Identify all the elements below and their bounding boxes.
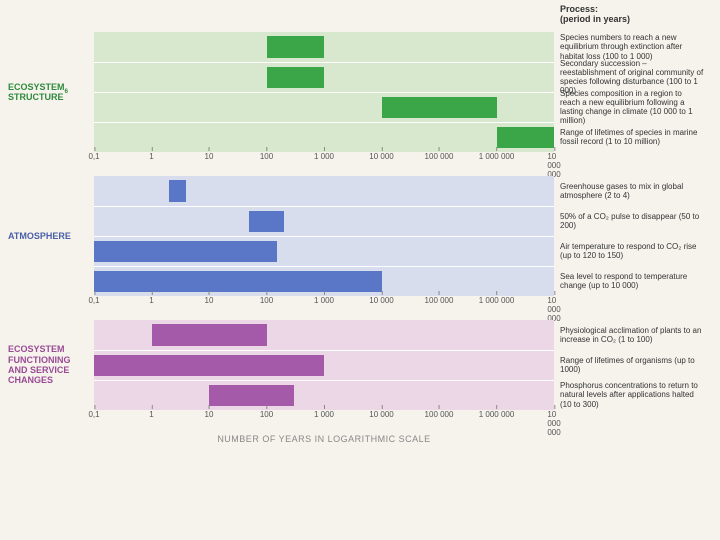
axis-tick: 10 000	[369, 296, 393, 305]
range-bar	[94, 241, 277, 262]
panel-label: ECOSYSTEMSTRUCTURE6	[8, 32, 94, 152]
chart-row	[94, 320, 554, 350]
row-description: Secondary succession – reestablishment o…	[560, 62, 704, 92]
row-description: Air temperature to respond to CO₂ rise (…	[560, 236, 704, 266]
panel-atmosphere: ATMOSPHERE Greenhouse gases to mix in glo…	[8, 176, 712, 314]
range-bar	[152, 324, 267, 346]
row-description: Greenhouse gases to mix in global atmosp…	[560, 176, 704, 206]
row-description: Range of lifetimes of species in marine …	[560, 122, 704, 152]
axis-tick: 100 000	[425, 410, 454, 419]
range-bar	[209, 385, 294, 406]
row-description: Species composition in a region to reach…	[560, 92, 704, 122]
panel-eco-function: ECOSYSTEMFUNCTIONINGAND SERVICECHANGES Ph…	[8, 320, 712, 428]
axis-tick: 1 000 000	[479, 152, 515, 161]
axis-tick: 1 000 000	[479, 410, 515, 419]
chart-area	[94, 32, 554, 152]
x-axis: 0,11101001 00010 000100 0001 000 00010 0…	[94, 296, 554, 314]
axis-tick: 100	[260, 296, 273, 305]
axis-tick: 10 000	[369, 410, 393, 419]
axis-tick: 1	[149, 296, 153, 305]
axis-tick: 1 000	[314, 152, 334, 161]
axis-tick: 1 000	[314, 410, 334, 419]
range-bar	[267, 36, 325, 58]
chart-area	[94, 176, 554, 296]
range-bar	[249, 211, 284, 232]
chart-row	[94, 206, 554, 236]
axis-tick: 10 000 000	[547, 296, 560, 323]
axis-tick: 1	[149, 410, 153, 419]
chart-row	[94, 176, 554, 206]
axis-tick: 0,1	[88, 410, 99, 419]
chart-area	[94, 320, 554, 410]
axis-tick: 100 000	[425, 296, 454, 305]
chart-row	[94, 62, 554, 92]
axis-tick: 100 000	[425, 152, 454, 161]
process-header-l2: (period in years)	[560, 14, 630, 24]
axis-tick: 0,1	[88, 296, 99, 305]
range-bar	[267, 67, 325, 88]
row-description: Species numbers to reach a new equilibri…	[560, 32, 704, 62]
panel-label: ATMOSPHERE	[8, 176, 94, 296]
axis-tick: 100	[260, 410, 273, 419]
row-description: Range of lifetimes of organisms (up to 1…	[560, 350, 704, 380]
range-bar	[497, 127, 555, 148]
range-bar	[169, 180, 186, 202]
chart-row	[94, 350, 554, 380]
row-description: 50% of a CO₂ pulse to disappear (50 to 2…	[560, 206, 704, 236]
axis-tick: 10	[205, 296, 214, 305]
axis-tick: 1	[149, 152, 153, 161]
panel-label: ECOSYSTEMFUNCTIONINGAND SERVICECHANGES	[8, 320, 94, 410]
process-header: Process:(period in years)	[560, 4, 704, 28]
row-description: Physiological acclimation of plants to a…	[560, 320, 704, 350]
axis-tick: 10	[205, 410, 214, 419]
axis-tick: 10 000 000	[547, 152, 560, 179]
x-axis: 0,11101001 00010 000100 0001 000 00010 0…	[94, 410, 554, 428]
row-description: Phosphorus concentrations to return to n…	[560, 380, 704, 410]
axis-tick: 100	[260, 152, 273, 161]
chart-row	[94, 236, 554, 266]
axis-tick: 1 000	[314, 296, 334, 305]
axis-tick: 0,1	[88, 152, 99, 161]
description-column: Process:(period in years)Species numbers…	[554, 32, 704, 152]
description-column: Greenhouse gases to mix in global atmosp…	[554, 176, 704, 296]
description-column: Physiological acclimation of plants to a…	[554, 320, 704, 410]
axis-tick: 10 000 000	[547, 410, 560, 437]
process-header-l1: Process:	[560, 4, 598, 14]
chart-row	[94, 92, 554, 122]
x-axis-label: NUMBER OF YEARS IN LOGARITHMIC SCALE	[94, 434, 554, 444]
range-bar	[94, 271, 382, 292]
axis-tick: 1 000 000	[479, 296, 515, 305]
x-axis: 0,11101001 00010 000100 0001 000 00010 0…	[94, 152, 554, 170]
axis-tick: 10	[205, 152, 214, 161]
range-bar	[382, 97, 497, 118]
axis-tick: 10 000	[369, 152, 393, 161]
chart-row	[94, 32, 554, 62]
range-bar	[94, 355, 324, 376]
panel-eco-structure: ECOSYSTEMSTRUCTURE6 Process:(period in ye…	[8, 8, 712, 170]
row-description: Sea level to respond to temperature chan…	[560, 266, 704, 296]
